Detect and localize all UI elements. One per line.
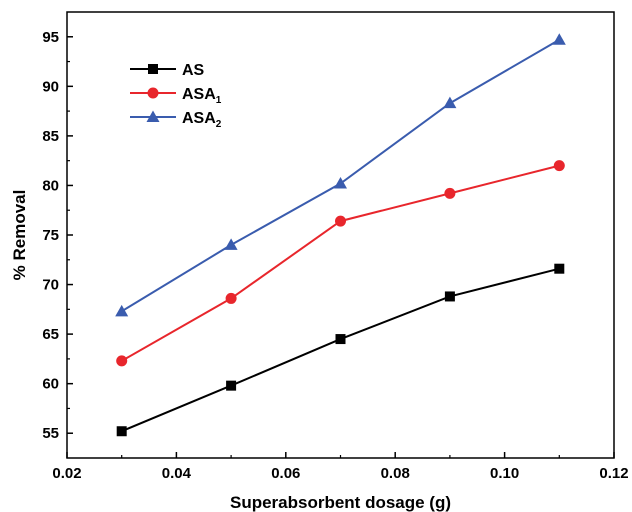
data-point (552, 33, 566, 45)
tick-layer: 0.02 0.04 0.06 0.08 0.10 0.12 55 60 65 70 75 80 85 90… (42, 29, 628, 482)
plot-frame (66, 11, 615, 459)
legend-label: ASA1 (182, 86, 222, 106)
data-point (334, 176, 347, 189)
series-asa2 (115, 33, 566, 317)
legend-item: ASA2 (130, 110, 222, 130)
series-line (121, 267, 560, 433)
x-tick-label: 0.08 (381, 465, 410, 482)
data-point (554, 263, 565, 274)
y-tick-label: 85 (42, 128, 59, 145)
data-point (553, 160, 565, 172)
y-tick-label: 80 (42, 177, 59, 194)
y-tick-label: 55 (42, 425, 59, 442)
data-point (116, 426, 127, 437)
data-point (224, 238, 238, 250)
legend-marker (147, 87, 159, 99)
data-point (116, 355, 128, 367)
data-point (335, 215, 346, 227)
legend-marker (148, 64, 158, 74)
legend-label: ASA2 (182, 110, 222, 130)
y-tick-label: 60 (42, 376, 59, 393)
y-axis-title: % Removal (10, 190, 29, 281)
x-tick-label: 0.10 (490, 465, 519, 482)
series-line (121, 38, 560, 313)
x-axis-title: Superabsorbent dosage (g) (230, 493, 451, 512)
data-point (444, 291, 455, 302)
legend: AS ASA1 ASA2 (130, 62, 222, 130)
series-asa1 (116, 160, 565, 367)
y-tick-label: 95 (42, 29, 59, 46)
series-layer (115, 33, 566, 437)
y-tick-label: 75 (42, 227, 59, 244)
data-point (335, 334, 346, 345)
legend-label: AS (182, 62, 205, 79)
legend-marker (146, 110, 160, 122)
data-point (226, 380, 237, 391)
x-tick-label: 0.04 (162, 465, 192, 482)
y-tick-label: 70 (42, 277, 59, 294)
series-line (121, 164, 560, 362)
x-tick-label: 0.02 (52, 465, 81, 482)
legend-item: AS (130, 62, 205, 79)
data-point (115, 304, 129, 317)
data-point (444, 187, 456, 199)
data-point (443, 96, 457, 109)
y-tick-label: 90 (42, 78, 59, 95)
y-tick-label: 65 (42, 326, 59, 343)
legend-item: ASA1 (130, 86, 222, 106)
series-as (116, 263, 565, 437)
x-tick-label: 0.12 (599, 465, 628, 482)
data-point (225, 292, 237, 304)
x-tick-label: 0.06 (271, 465, 300, 482)
